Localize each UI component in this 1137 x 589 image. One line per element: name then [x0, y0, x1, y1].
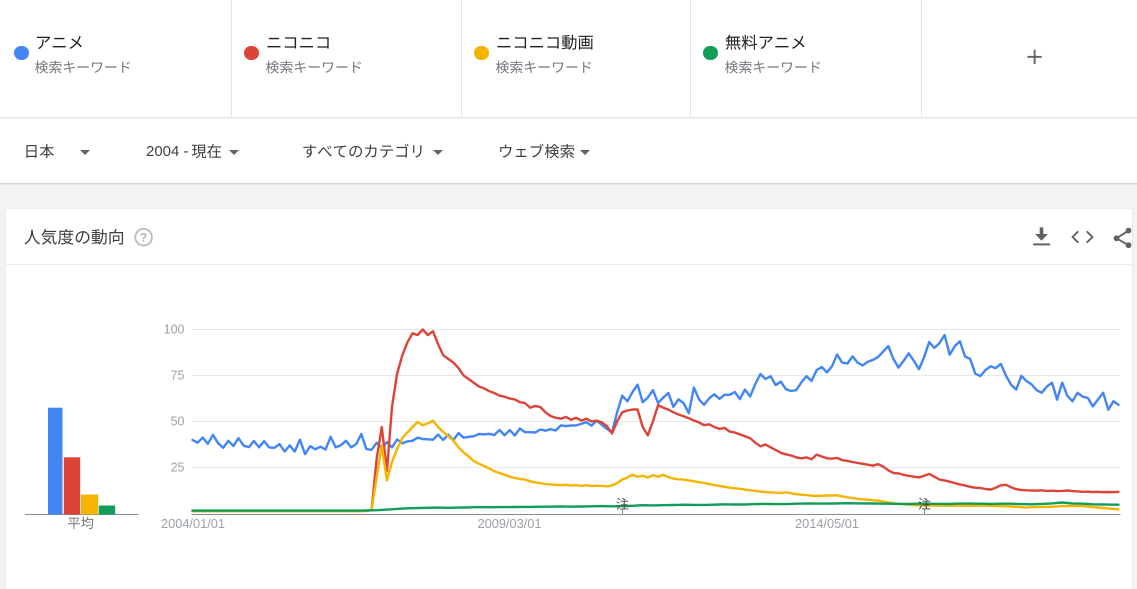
svg-text:50: 50 [171, 415, 185, 429]
svg-text:2014/05/01: 2014/05/01 [795, 516, 859, 531]
svg-text:2009/03/01: 2009/03/01 [477, 516, 541, 531]
svg-text:75: 75 [171, 369, 185, 383]
svg-text:?: ? [140, 231, 147, 245]
svg-text:2004/01/01: 2004/01/01 [161, 516, 225, 531]
svg-text:25: 25 [171, 461, 185, 475]
svg-text:100: 100 [164, 323, 185, 337]
